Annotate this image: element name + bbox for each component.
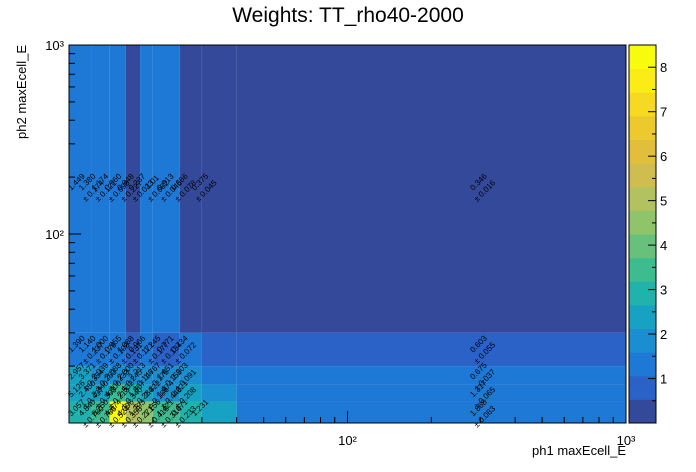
colorbar-tick-label: 6 xyxy=(660,149,667,164)
heatmap-cell xyxy=(152,401,180,423)
heatmap-cell xyxy=(140,45,153,333)
heatmap-cell xyxy=(91,384,110,402)
x-axis: 10² 10³ xyxy=(68,411,636,448)
heatmap-cell xyxy=(236,45,626,333)
heatmap-cell xyxy=(201,45,237,333)
heatmap-cell xyxy=(125,332,141,367)
y-axis-title: ph2 maxEcell_E xyxy=(14,45,29,139)
heatmap-cell xyxy=(109,366,126,385)
heatmap-cell xyxy=(125,366,141,385)
heatmap-cell xyxy=(201,384,237,402)
heatmap-cell xyxy=(69,366,92,385)
colorbar-swatch xyxy=(629,257,656,282)
colorbar: 1 2 3 4 5 6 7 8 xyxy=(628,44,667,424)
colorbar-swatch xyxy=(629,92,656,117)
y-axis: 10² 10³ xyxy=(45,38,81,424)
heatmap-cell xyxy=(236,366,626,385)
heatmap-cells xyxy=(69,45,626,423)
colorbar-swatch xyxy=(629,234,656,259)
colorbar-swatch xyxy=(629,352,656,377)
colorbar-swatch xyxy=(629,45,656,70)
heatmap-cell xyxy=(109,384,126,402)
heatmap-cell xyxy=(109,332,126,367)
heatmap-cell xyxy=(179,45,202,333)
heatmap-cell xyxy=(152,366,180,385)
heatmap-cell xyxy=(236,332,626,367)
heatmap-cell xyxy=(140,366,153,385)
heatmap-cell xyxy=(236,384,626,402)
x-tick-label: 10² xyxy=(338,433,357,448)
heatmap-cell xyxy=(179,332,202,367)
heatmap-cell xyxy=(201,366,237,385)
heatmap-cell xyxy=(69,401,92,423)
colorbar-swatch xyxy=(629,139,656,164)
x-tick-label: 10³ xyxy=(617,433,636,448)
colorbar-tick-label: 8 xyxy=(660,60,667,75)
heatmap-cell xyxy=(152,45,180,333)
colorbar-tick-label: 5 xyxy=(660,194,667,209)
colorbar-swatch xyxy=(629,328,656,353)
colorbar-swatch xyxy=(629,115,656,140)
heatmap-cell xyxy=(69,384,92,402)
heatmap-cell xyxy=(140,384,153,402)
heatmap-cell xyxy=(140,332,153,367)
colorbar-swatch xyxy=(629,281,656,306)
heatmap-cell xyxy=(91,401,110,423)
heatmap-cell xyxy=(91,366,110,385)
heatmap-cell xyxy=(201,332,237,367)
colorbar-swatch xyxy=(629,304,656,329)
heatmap-cell xyxy=(91,332,110,367)
heatmap-cell xyxy=(179,366,202,385)
heatmap-cell xyxy=(179,384,202,402)
colorbar-frame xyxy=(628,44,657,424)
heatmap-cell xyxy=(69,45,92,333)
heatmap-cell xyxy=(125,45,141,333)
y-tick-label: 10² xyxy=(45,227,64,242)
colorbar-tick-label: 3 xyxy=(660,283,667,298)
heatmap-cell xyxy=(140,401,153,423)
heatmap-cell xyxy=(125,401,141,423)
heatmap-cell xyxy=(152,384,180,402)
y-tick-label: 10³ xyxy=(45,38,64,53)
colorbar-swatch xyxy=(629,375,656,400)
heatmap-cell xyxy=(109,45,126,333)
heatmap-cell xyxy=(125,384,141,402)
colorbar-swatch xyxy=(629,399,656,424)
x-axis-title: ph1 maxEcell_E xyxy=(532,443,626,458)
heatmap-cell xyxy=(236,401,626,423)
colorbar-swatch xyxy=(629,210,656,235)
heatmap-cell xyxy=(201,401,237,423)
colorbar-swatch xyxy=(629,186,656,211)
colorbar-tick-label: 2 xyxy=(660,327,667,342)
colorbar-swatch xyxy=(629,68,656,93)
heatmap-cell xyxy=(179,401,202,423)
chart-title: Weights: TT_rho40-2000 xyxy=(232,4,464,27)
heatmap-cell xyxy=(69,332,92,367)
heatmap-cell xyxy=(152,332,180,367)
heatmap-cell xyxy=(91,45,110,333)
colorbar-tick-label: 4 xyxy=(660,238,667,253)
colorbar-swatch xyxy=(629,163,656,188)
colorbar-tick-label: 1 xyxy=(660,372,667,387)
colorbar-tick-label: 7 xyxy=(660,105,667,120)
heatmap-cell xyxy=(109,401,126,423)
